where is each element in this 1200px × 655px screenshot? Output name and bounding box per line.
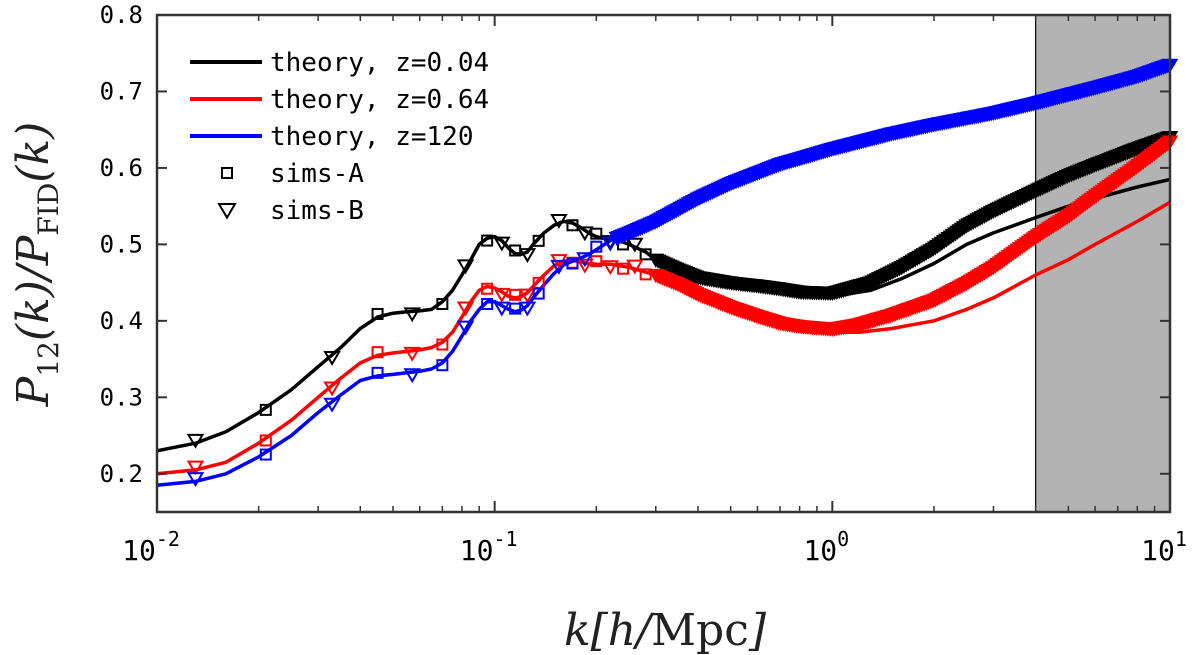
legend: theory, z=0.04 theory, z=0.64 theory, z=12…	[190, 48, 489, 226]
sims-a-marker	[436, 338, 449, 351]
sims-a-marker	[509, 302, 522, 315]
y-tick-label: 0.7	[100, 77, 143, 105]
sims-b-marker	[456, 320, 475, 336]
sims-a-marker	[436, 298, 449, 311]
legend-marker-sims-a	[221, 167, 233, 179]
sims-b-marker	[493, 236, 511, 252]
sims-a-marker	[590, 255, 603, 268]
sims-a-marker	[566, 257, 579, 270]
sims-b-marker	[186, 460, 205, 476]
y-tick-label: 0.3	[100, 383, 143, 411]
y-axis-label: P12(k)/PFID(k)	[8, 122, 65, 408]
theory-line-z004	[156, 177, 1171, 453]
legend-marker-sims-b	[217, 203, 237, 220]
y-tick-label: 0.4	[100, 307, 143, 335]
x-axis-label: k[h/Mpc]	[564, 605, 767, 655]
x-tick-label: 101	[1141, 527, 1187, 567]
plot-frame	[155, 13, 1172, 514]
x-tick-label: 10-1	[460, 527, 518, 567]
sims-a-marker	[590, 240, 603, 253]
sims-a-marker	[481, 234, 494, 247]
sims-b-marker	[403, 307, 421, 323]
sims-b-marker	[626, 237, 644, 253]
sims-b-marker	[323, 350, 341, 366]
legend-label-sims-b: sims-B	[270, 196, 364, 226]
sims-a-marker	[509, 288, 522, 301]
sims-b-marker	[456, 301, 475, 317]
legend-label-z120: theory, z=120	[270, 122, 474, 152]
sims-b-marker	[186, 472, 205, 487]
legend-label-z064: theory, z=0.64	[270, 85, 489, 115]
sims-a-marker	[566, 219, 579, 232]
sims-a-marker	[532, 234, 545, 247]
sims-a-marker	[371, 346, 384, 359]
sims-a-marker	[259, 434, 272, 447]
sims-a-marker	[617, 262, 630, 275]
sims-a-marker	[532, 287, 545, 300]
sims-a-marker	[481, 282, 494, 295]
sims-b-marker	[456, 259, 475, 275]
sims-a-marker	[259, 403, 272, 416]
sims-b-marker	[186, 433, 205, 449]
sims-a-marker	[371, 366, 384, 379]
legend-label-sims-a: sims-A	[270, 159, 364, 189]
sims-b-marker	[518, 288, 537, 304]
sims-b-marker	[550, 259, 568, 275]
sims-b-marker	[576, 226, 594, 242]
sims-b-marker	[403, 368, 421, 384]
sims-b-marker	[518, 248, 537, 263]
sims-b-marker	[576, 258, 594, 274]
sims-b-marker	[518, 301, 537, 317]
x-tick-label: 10-2	[122, 527, 180, 567]
sims-b-marker	[626, 259, 644, 275]
sims-b-marker	[493, 301, 511, 317]
y-tick-label: 0.6	[100, 154, 143, 182]
theory-line-z064	[156, 200, 1171, 476]
sims-a-marker	[590, 227, 603, 240]
sims-b-marker	[493, 287, 511, 303]
sims-a-marker	[436, 359, 449, 372]
x-tick-label: 100	[803, 527, 849, 567]
sims-a-marker	[481, 298, 494, 311]
sims-a-marker	[259, 448, 272, 461]
y-tick-label: 0.2	[100, 460, 143, 488]
y-tick-label: 0.8	[100, 1, 143, 29]
legend-label-z004: theory, z=0.04	[270, 48, 489, 78]
sims-b-marker	[576, 252, 594, 268]
sims-b-marker	[323, 381, 341, 397]
sims-b-marker	[403, 346, 421, 362]
sims-b-marker	[550, 214, 568, 229]
sims-b-marker	[601, 236, 620, 252]
sims-b-marker	[323, 397, 341, 413]
sims-a-marker	[371, 307, 384, 320]
y-tick-label: 0.5	[100, 230, 143, 258]
sims-b-marker	[601, 260, 620, 276]
